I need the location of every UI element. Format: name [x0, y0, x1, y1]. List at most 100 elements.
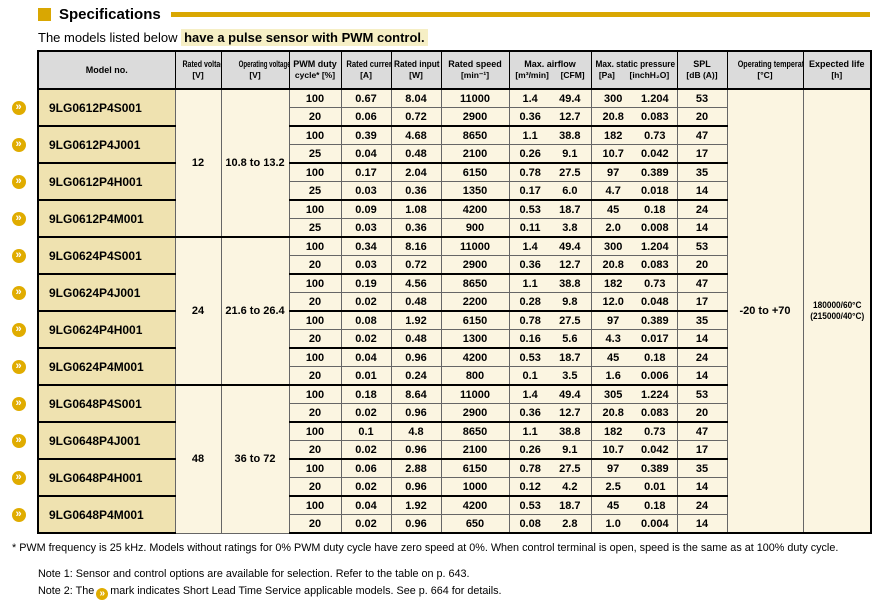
airflow-cfm-value: 49.4: [559, 240, 581, 253]
col-header-operating-voltage-range: Operating voltage range[V]: [220, 50, 290, 90]
rated-voltage-value: 12: [174, 88, 222, 238]
rated-speed-value: 2100: [440, 144, 510, 164]
pressure-pa-value: 10.7: [602, 443, 624, 456]
airflow-cfm-value: 12.7: [559, 110, 581, 123]
rated-speed-value: 11000: [440, 236, 510, 256]
spl-value: 53: [676, 88, 728, 108]
table-row: » 9LG0624P4M001 100 0.04 0.96 4200 0.53 1…: [0, 347, 871, 386]
pressure-inch-value: 0.73: [644, 277, 666, 290]
max-static-pressure-values: 2.5 0.01: [590, 477, 678, 497]
max-static-pressure-values: 20.8 0.083: [590, 255, 678, 275]
col-header-rated-speed: Rated speed [min⁻¹]: [440, 50, 510, 90]
rated-voltage-value: 48: [174, 384, 222, 534]
table-row: » 9LG0612P4S001 12 10.8 to 13.2 100 0.67…: [0, 88, 872, 534]
airflow-cfm-value: 2.8: [562, 517, 578, 530]
max-static-pressure-values: 45 0.18: [590, 347, 678, 367]
pwm-duty-value: 100: [288, 162, 342, 182]
max-static-pressure-values: 20.8 0.083: [590, 107, 678, 127]
short-lead-time-icon: »: [11, 137, 26, 152]
max-airflow-values: 0.12 4.2: [508, 477, 592, 497]
max-airflow-values: 0.16 5.6: [508, 329, 592, 349]
spl-value: 14: [676, 366, 728, 386]
max-airflow-values: 0.36 12.7: [508, 403, 592, 423]
pressure-pa-value: 45: [607, 351, 620, 364]
pressure-pa-value: 20.8: [602, 110, 624, 123]
rated-input-value: 8.64: [390, 384, 442, 404]
airflow-m3-value: 0.11: [519, 221, 541, 234]
airflow-m3-value: 0.26: [519, 147, 541, 160]
spl-value: 35: [676, 458, 728, 478]
max-static-pressure-values: 45 0.18: [590, 495, 678, 515]
pressure-pa-value: 97: [607, 166, 620, 179]
airflow-m3-value: 0.1: [522, 369, 538, 382]
pressure-inch-value: 0.73: [644, 129, 666, 142]
max-static-pressure-values: 300 1.204: [590, 236, 678, 256]
short-lead-time-icon: »: [11, 470, 26, 485]
max-airflow-values: 0.08 2.8: [508, 514, 592, 534]
max-static-pressure-values: 305 1.224: [590, 384, 678, 404]
max-static-pressure-values: 97 0.389: [590, 162, 678, 182]
spl-value: 53: [676, 384, 728, 404]
spl-value: 14: [676, 329, 728, 349]
pressure-inch-value: 0.083: [641, 406, 669, 419]
short-lead-time-marker: »: [0, 237, 38, 274]
pressure-inch-value: 0.004: [641, 517, 669, 530]
table-row: 25 0.04 0.48 2100 0.26 9.1 10.7 0.042 17: [0, 144, 871, 164]
pressure-pa-value: 97: [607, 462, 620, 475]
table-row: » 9LG0612P4H001 100 0.17 2.04 6150 0.78 2…: [0, 162, 871, 201]
rated-speed-value: 1300: [440, 329, 510, 349]
pressure-inch-value: 0.389: [641, 166, 669, 179]
header-row: Model no. Rated voltage[V] Operating vol…: [0, 50, 872, 90]
pressure-pa-value: 182: [604, 129, 623, 142]
note-2: Note 2: The» mark indicates Short Lead Ti…: [38, 585, 502, 600]
rated-input-value: 0.96: [390, 403, 442, 423]
rated-current-value: 0.67: [340, 88, 392, 108]
col-header-operating-temperature: Operating temperature[°C]: [726, 50, 804, 90]
airflow-m3-value: 0.16: [519, 332, 541, 345]
airflow-cfm-value: 12.7: [559, 406, 581, 419]
max-airflow-values: 0.53 18.7: [508, 199, 592, 219]
short-lead-time-marker: »: [0, 200, 38, 237]
table-row: 20 0.02 0.48 2200 0.28 9.8 12.0 0.048 17: [0, 292, 871, 312]
pressure-inch-value: 0.048: [641, 295, 669, 308]
max-airflow-values: 1.1 38.8: [508, 273, 592, 293]
model-number: 9LG0612P4H001: [37, 162, 176, 201]
short-lead-time-marker: »: [0, 311, 38, 348]
rated-speed-value: 2100: [440, 440, 510, 460]
max-airflow-values: 0.78 27.5: [508, 458, 592, 478]
pwm-duty-value: 20: [288, 440, 342, 460]
max-airflow-values: 0.36 12.7: [508, 107, 592, 127]
short-lead-time-icon: »: [11, 359, 26, 374]
table-row: » 9LG0624P4J001 100 0.19 4.56 8650 1.1 38…: [0, 273, 871, 312]
rated-input-value: 0.36: [390, 218, 442, 238]
airflow-cfm-value: 27.5: [559, 462, 581, 475]
pressure-pa-value: 12.0: [602, 295, 624, 308]
spl-value: 20: [676, 255, 728, 275]
max-static-pressure-values: 1.6 0.006: [590, 366, 678, 386]
airflow-cfm-value: 49.4: [559, 388, 581, 401]
operating-temperature-value: -20 to +70: [726, 88, 804, 534]
airflow-m3-value: 1.4: [522, 240, 538, 253]
table-row: » 9LG0648P4H001 100 0.06 2.88 6150 0.78 2…: [0, 458, 871, 497]
rated-speed-value: 4200: [440, 199, 510, 219]
pressure-pa-value: 300: [604, 92, 623, 105]
rated-speed-value: 900: [440, 218, 510, 238]
pressure-inch-value: 0.006: [641, 369, 669, 382]
rated-current-value: 0.02: [340, 477, 392, 497]
model-number: 9LG0624P4M001: [37, 347, 176, 386]
airflow-cfm-value: 6.0: [562, 184, 578, 197]
airflow-m3-value: 1.1: [522, 129, 538, 142]
pressure-pa-value: 182: [604, 425, 623, 438]
model-number: 9LG0624P4J001: [37, 273, 176, 312]
rated-speed-value: 8650: [440, 421, 510, 441]
model-number: 9LG0612P4M001: [37, 199, 176, 238]
rated-current-value: 0.03: [340, 218, 392, 238]
pressure-inch-value: 0.18: [644, 499, 666, 512]
rated-speed-value: 2900: [440, 255, 510, 275]
max-static-pressure-values: 4.3 0.017: [590, 329, 678, 349]
spl-value: 17: [676, 292, 728, 312]
pressure-inch-value: 0.017: [641, 332, 669, 345]
pwm-duty-value: 20: [288, 403, 342, 423]
col-header-rated-voltage: Rated voltage[V]: [174, 50, 222, 90]
max-airflow-values: 1.4 49.4: [508, 88, 592, 108]
